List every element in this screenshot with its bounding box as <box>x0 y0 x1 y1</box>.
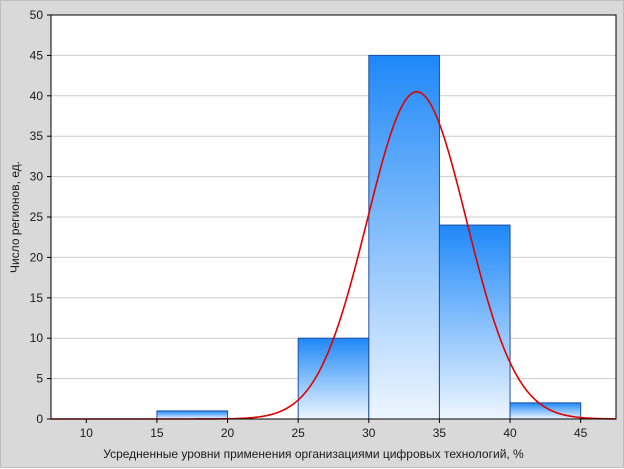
x-tick-label: 15 <box>150 426 164 440</box>
y-tick-label: 15 <box>30 291 44 305</box>
y-tick-label: 0 <box>36 412 43 426</box>
x-tick-label: 45 <box>574 426 588 440</box>
x-axis-ticks: 10 15 20 25 30 35 40 45 <box>80 419 588 440</box>
histogram-bars <box>156 54 582 420</box>
x-tick-label: 40 <box>503 426 517 440</box>
x-tick-label: 10 <box>80 426 94 440</box>
y-tick-label: 45 <box>30 48 44 62</box>
x-tick-label: 25 <box>292 426 306 440</box>
y-tick-label: 40 <box>30 89 44 103</box>
y-axis-ticks: 0 5 10 15 20 25 30 35 40 45 50 <box>30 8 51 426</box>
y-tick-label: 5 <box>36 372 43 386</box>
histogram-bar <box>438 224 511 420</box>
x-axis-title: Усредненные уровни применения организаци… <box>103 447 524 461</box>
y-tick-label: 25 <box>30 210 44 224</box>
y-axis-title: Число регионов, ед. <box>8 161 22 273</box>
y-tick-label: 30 <box>30 170 44 184</box>
y-tick-label: 20 <box>30 250 44 264</box>
histogram-bar <box>297 337 370 420</box>
histogram-bar <box>368 54 440 420</box>
y-tick-label: 50 <box>30 8 44 22</box>
x-tick-label: 30 <box>362 426 376 440</box>
x-tick-label: 20 <box>221 426 235 440</box>
x-tick-label: 35 <box>433 426 447 440</box>
histogram-bar <box>156 410 229 420</box>
y-tick-label: 10 <box>30 331 44 345</box>
y-tick-label: 35 <box>30 129 44 143</box>
